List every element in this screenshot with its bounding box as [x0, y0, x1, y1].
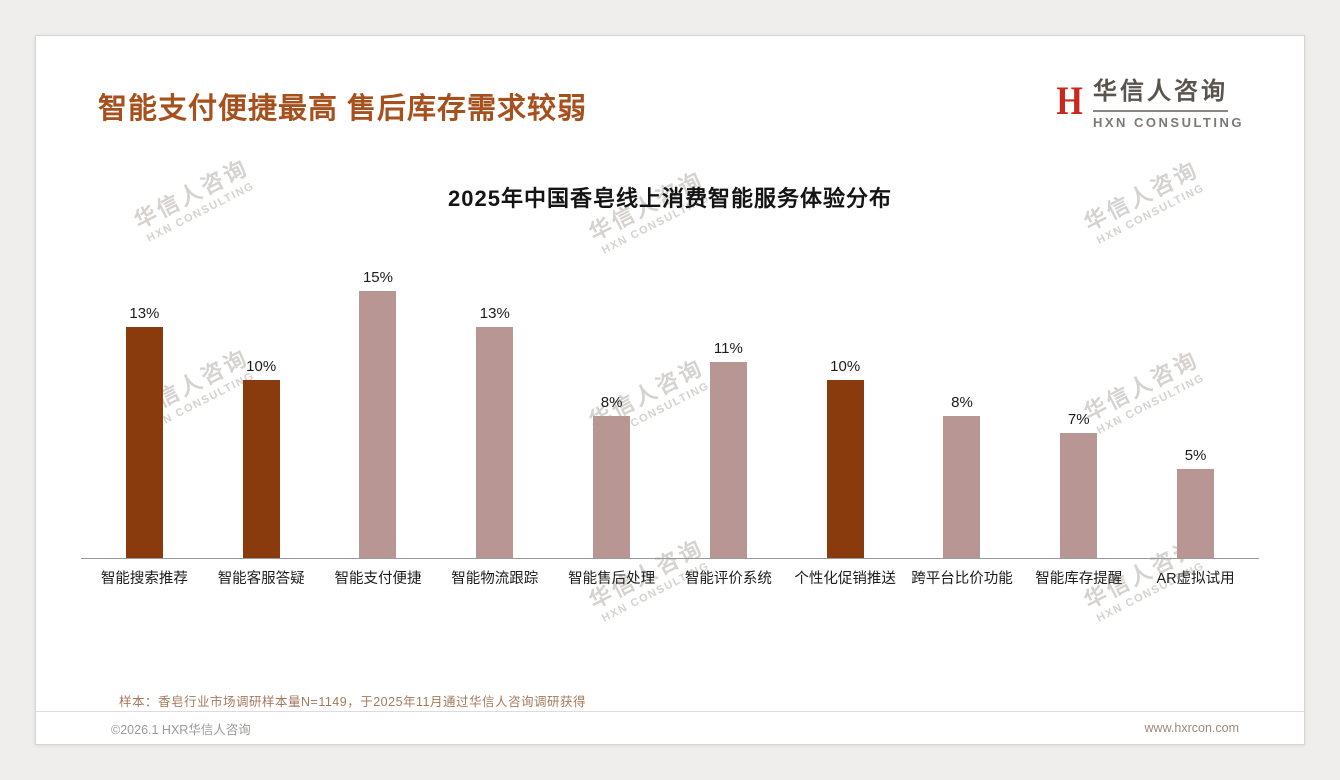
bar-column: 5% — [1137, 447, 1254, 558]
bar — [593, 415, 631, 558]
bar-value-label: 13% — [129, 304, 160, 322]
category-label: 智能物流跟踪 — [451, 571, 539, 587]
logo-text: 华信人咨询 HXN CONSULTING — [1092, 71, 1244, 130]
header: 智能支付便捷最高 售后库存需求较弱 H 华信人咨询 HXN CONSULTING — [98, 71, 1244, 130]
x-axis-line — [81, 558, 1259, 559]
bar-value-label: 10% — [830, 358, 861, 375]
bar — [826, 380, 864, 558]
bar-value-label: 8% — [951, 393, 973, 411]
bar-column: 13% — [436, 305, 553, 558]
category-label: 智能搜索推荐 — [100, 571, 188, 587]
copyright-text: ©2026.1 HXR华信人咨询 — [111, 722, 251, 737]
bar — [709, 362, 747, 558]
category-label: 智能支付便捷 — [334, 571, 422, 587]
bar — [125, 326, 163, 558]
bar — [476, 326, 514, 558]
bar-value-label: 15% — [362, 269, 393, 286]
category-row: 智能搜索推荐 智能客服答疑 智能支付便捷 智能物流跟踪 智能售后处理 智能评价系统 个性化促… — [86, 567, 1254, 588]
bars-row: 13% 10% 15% 13% 8% 11% 10% 8% 7% 5% — [86, 256, 1254, 558]
logo-name-en: HXN CONSULTING — [1092, 115, 1244, 130]
bar-value-label: 8% — [600, 393, 623, 411]
bar-value-label: 5% — [1184, 447, 1207, 464]
bottom-bar: ©2026.1 HXR华信人咨询 www.hxrcon.com — [36, 711, 1304, 744]
sample-note: 样本：香皂行业市场调研样本量N=1149，于2025年11月通过华信人咨询调研获… — [119, 695, 586, 709]
bar-value-label: 7% — [1067, 411, 1090, 429]
slide: 智能支付便捷最高 售后库存需求较弱 H 华信人咨询 HXN CONSULTING… — [35, 35, 1305, 745]
category-label: 跨平台比价功能 — [911, 571, 1013, 587]
company-logo: H 华信人咨询 HXN CONSULTING — [1054, 71, 1244, 130]
website-text: www.hxrcon.com — [1144, 721, 1239, 735]
bar-chart: 13% 10% 15% 13% 8% 11% 10% 8% 7% 5% 智能搜索推荐 智能客服答疑智… — [81, 256, 1259, 626]
bar-value-label: 13% — [479, 304, 510, 322]
category-label: 智能售后处理 — [568, 571, 656, 587]
bar-column: 7% — [1020, 411, 1137, 558]
category-label: 智能库存提醒 — [1035, 571, 1123, 587]
bar-column: 10% — [787, 358, 904, 558]
bar — [242, 380, 280, 558]
category-label: 智能客服答疑 — [217, 571, 305, 587]
bar — [1177, 469, 1215, 558]
bar — [359, 291, 397, 558]
category-label: 智能评价系统 — [684, 571, 772, 587]
logo-mark-icon: H — [1056, 77, 1083, 123]
bar — [1060, 433, 1098, 558]
bar-column: 11% — [670, 340, 787, 558]
bar-column: 13% — [86, 305, 203, 558]
bar-column: 10% — [203, 358, 320, 558]
bar-column: 15% — [320, 269, 437, 558]
bar-value-label: 10% — [246, 358, 277, 375]
category-label: AR虚拟试用 — [1156, 571, 1235, 587]
chart-title: 2025年中国香皂线上消费智能服务体验分布 — [448, 186, 892, 211]
bar-column: 8% — [553, 394, 670, 558]
logo-name-cn: 华信人咨询 — [1092, 71, 1228, 112]
bar — [943, 415, 981, 558]
bar-value-label: 11% — [713, 340, 743, 358]
category-label: 个性化促销推送 — [794, 571, 896, 587]
page-title: 智能支付便捷最高 售后库存需求较弱 — [98, 93, 588, 125]
bar-column: 8% — [904, 394, 1021, 558]
